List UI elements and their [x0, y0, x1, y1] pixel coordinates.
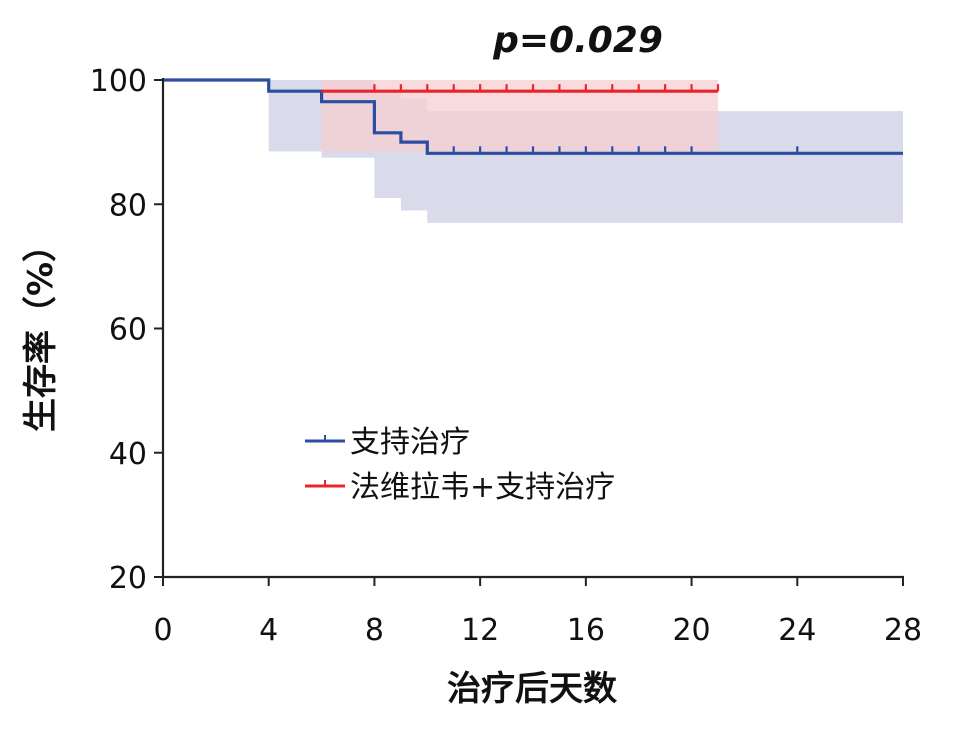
- x-tick-label-5: 20: [672, 613, 710, 648]
- ci-band-1: [321, 80, 718, 152]
- x-tick-label-4: 16: [567, 613, 605, 648]
- y-tick-label-1: 40: [109, 437, 147, 472]
- p-value-annotation: p=0.029: [492, 20, 663, 61]
- legend: 支持治疗 法维拉韦+支持治疗: [305, 425, 615, 505]
- x-tick-label-0: 0: [153, 613, 172, 648]
- legend-label-favipiravir: 法维拉韦+支持治疗: [350, 470, 615, 505]
- x-axis-ticks: 0 4 8 12 16 20 24 28: [153, 577, 922, 648]
- x-axis-title: 治疗后天数: [447, 669, 617, 709]
- x-tick-label-2: 8: [365, 613, 384, 648]
- y-axis-title: 生存率（%）: [21, 228, 61, 432]
- y-tick-label-3: 80: [109, 188, 147, 223]
- y-tick-label-0: 20: [109, 561, 147, 596]
- y-tick-label-4: 100: [90, 64, 147, 99]
- x-tick-label-6: 24: [778, 613, 816, 648]
- y-tick-label-2: 60: [109, 313, 147, 348]
- survival-curves: [163, 78, 903, 155]
- survival-line-0: [163, 78, 903, 155]
- x-tick-label-7: 28: [884, 613, 922, 648]
- x-tick-label-1: 4: [259, 613, 278, 648]
- y-axis-ticks: 20 40 60 80 100: [90, 64, 163, 596]
- legend-item-favipiravir: 法维拉韦+支持治疗: [305, 470, 615, 505]
- x-tick-label-3: 12: [461, 613, 499, 648]
- legend-label-support: 支持治疗: [350, 425, 470, 460]
- legend-item-support: 支持治疗: [305, 425, 470, 460]
